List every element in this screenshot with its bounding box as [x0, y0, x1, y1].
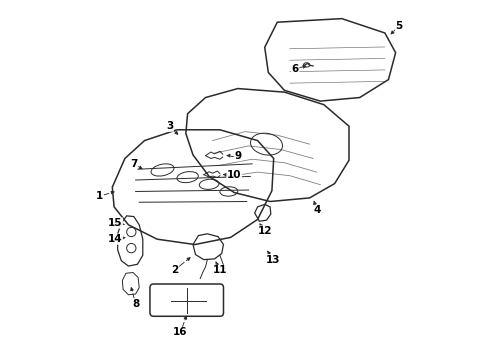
Text: 14: 14: [108, 234, 122, 244]
Text: 8: 8: [132, 299, 139, 309]
Text: 3: 3: [166, 121, 173, 131]
Text: 15: 15: [108, 218, 122, 228]
Text: 9: 9: [234, 150, 242, 161]
Text: 7: 7: [130, 159, 138, 169]
Text: 13: 13: [266, 255, 280, 265]
Text: 16: 16: [173, 327, 188, 337]
Text: 6: 6: [292, 64, 299, 74]
Text: 12: 12: [257, 226, 272, 236]
Text: 2: 2: [172, 265, 179, 275]
Text: 11: 11: [213, 265, 227, 275]
Text: 1: 1: [96, 191, 103, 201]
Text: 5: 5: [395, 21, 403, 31]
Text: 4: 4: [313, 206, 320, 216]
Text: 10: 10: [227, 170, 242, 180]
